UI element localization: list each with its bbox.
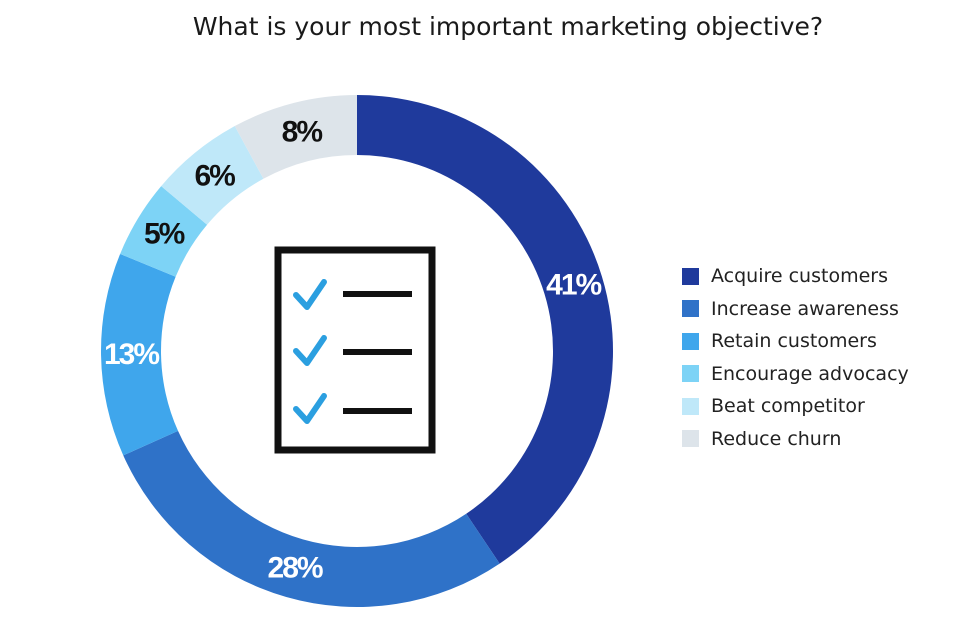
slice-value-label: 13% (104, 338, 159, 371)
legend-item-increase-awareness: Increase awareness (682, 293, 909, 326)
legend-item-reduce-churn: Reduce churn (682, 423, 909, 456)
donut-slice-labels: 41% 28% 13% 5% 6% 8% (104, 115, 604, 585)
legend-swatch (682, 430, 699, 448)
legend-swatch (682, 397, 699, 415)
donut-slice-increase-awareness (123, 430, 500, 607)
legend-label: Acquire customers (711, 265, 888, 288)
slice-value-label: 5% (144, 217, 185, 250)
donut-slice-reduce-churn (234, 95, 357, 179)
legend-label: Increase awareness (711, 297, 899, 320)
donut-slice-encourage-advocacy (120, 186, 208, 277)
legend-label: Retain customers (711, 330, 877, 353)
donut-slice-beat-competitor (161, 126, 264, 225)
legend-label: Reduce churn (711, 427, 842, 450)
donut-slice-retain-customers (101, 253, 179, 456)
checklist-icon (274, 246, 436, 454)
legend-item-acquire-customers: Acquire customers (682, 260, 909, 293)
slice-value-label: 6% (194, 159, 235, 192)
slice-value-label: 41% (546, 269, 601, 302)
slice-value-label: 8% (282, 115, 323, 148)
legend-swatch (682, 332, 699, 350)
legend-swatch (682, 267, 699, 285)
legend-item-retain-customers: Retain customers (682, 325, 909, 358)
legend-label: Encourage advocacy (711, 362, 909, 385)
legend-label: Beat competitor (711, 395, 865, 418)
donut-slice-acquire-customers (357, 95, 614, 564)
legend-item-encourage-advocacy: Encourage advocacy (682, 358, 909, 391)
chart-legend: Acquire customers Increase awareness Retai… (682, 260, 909, 455)
legend-swatch (682, 300, 699, 318)
slice-value-label: 28% (268, 552, 323, 585)
donut-slices (101, 95, 614, 607)
legend-swatch (682, 365, 699, 383)
chart-title: What is your most important marketing ob… (192, 12, 824, 41)
legend-item-beat-competitor: Beat competitor (682, 390, 909, 423)
